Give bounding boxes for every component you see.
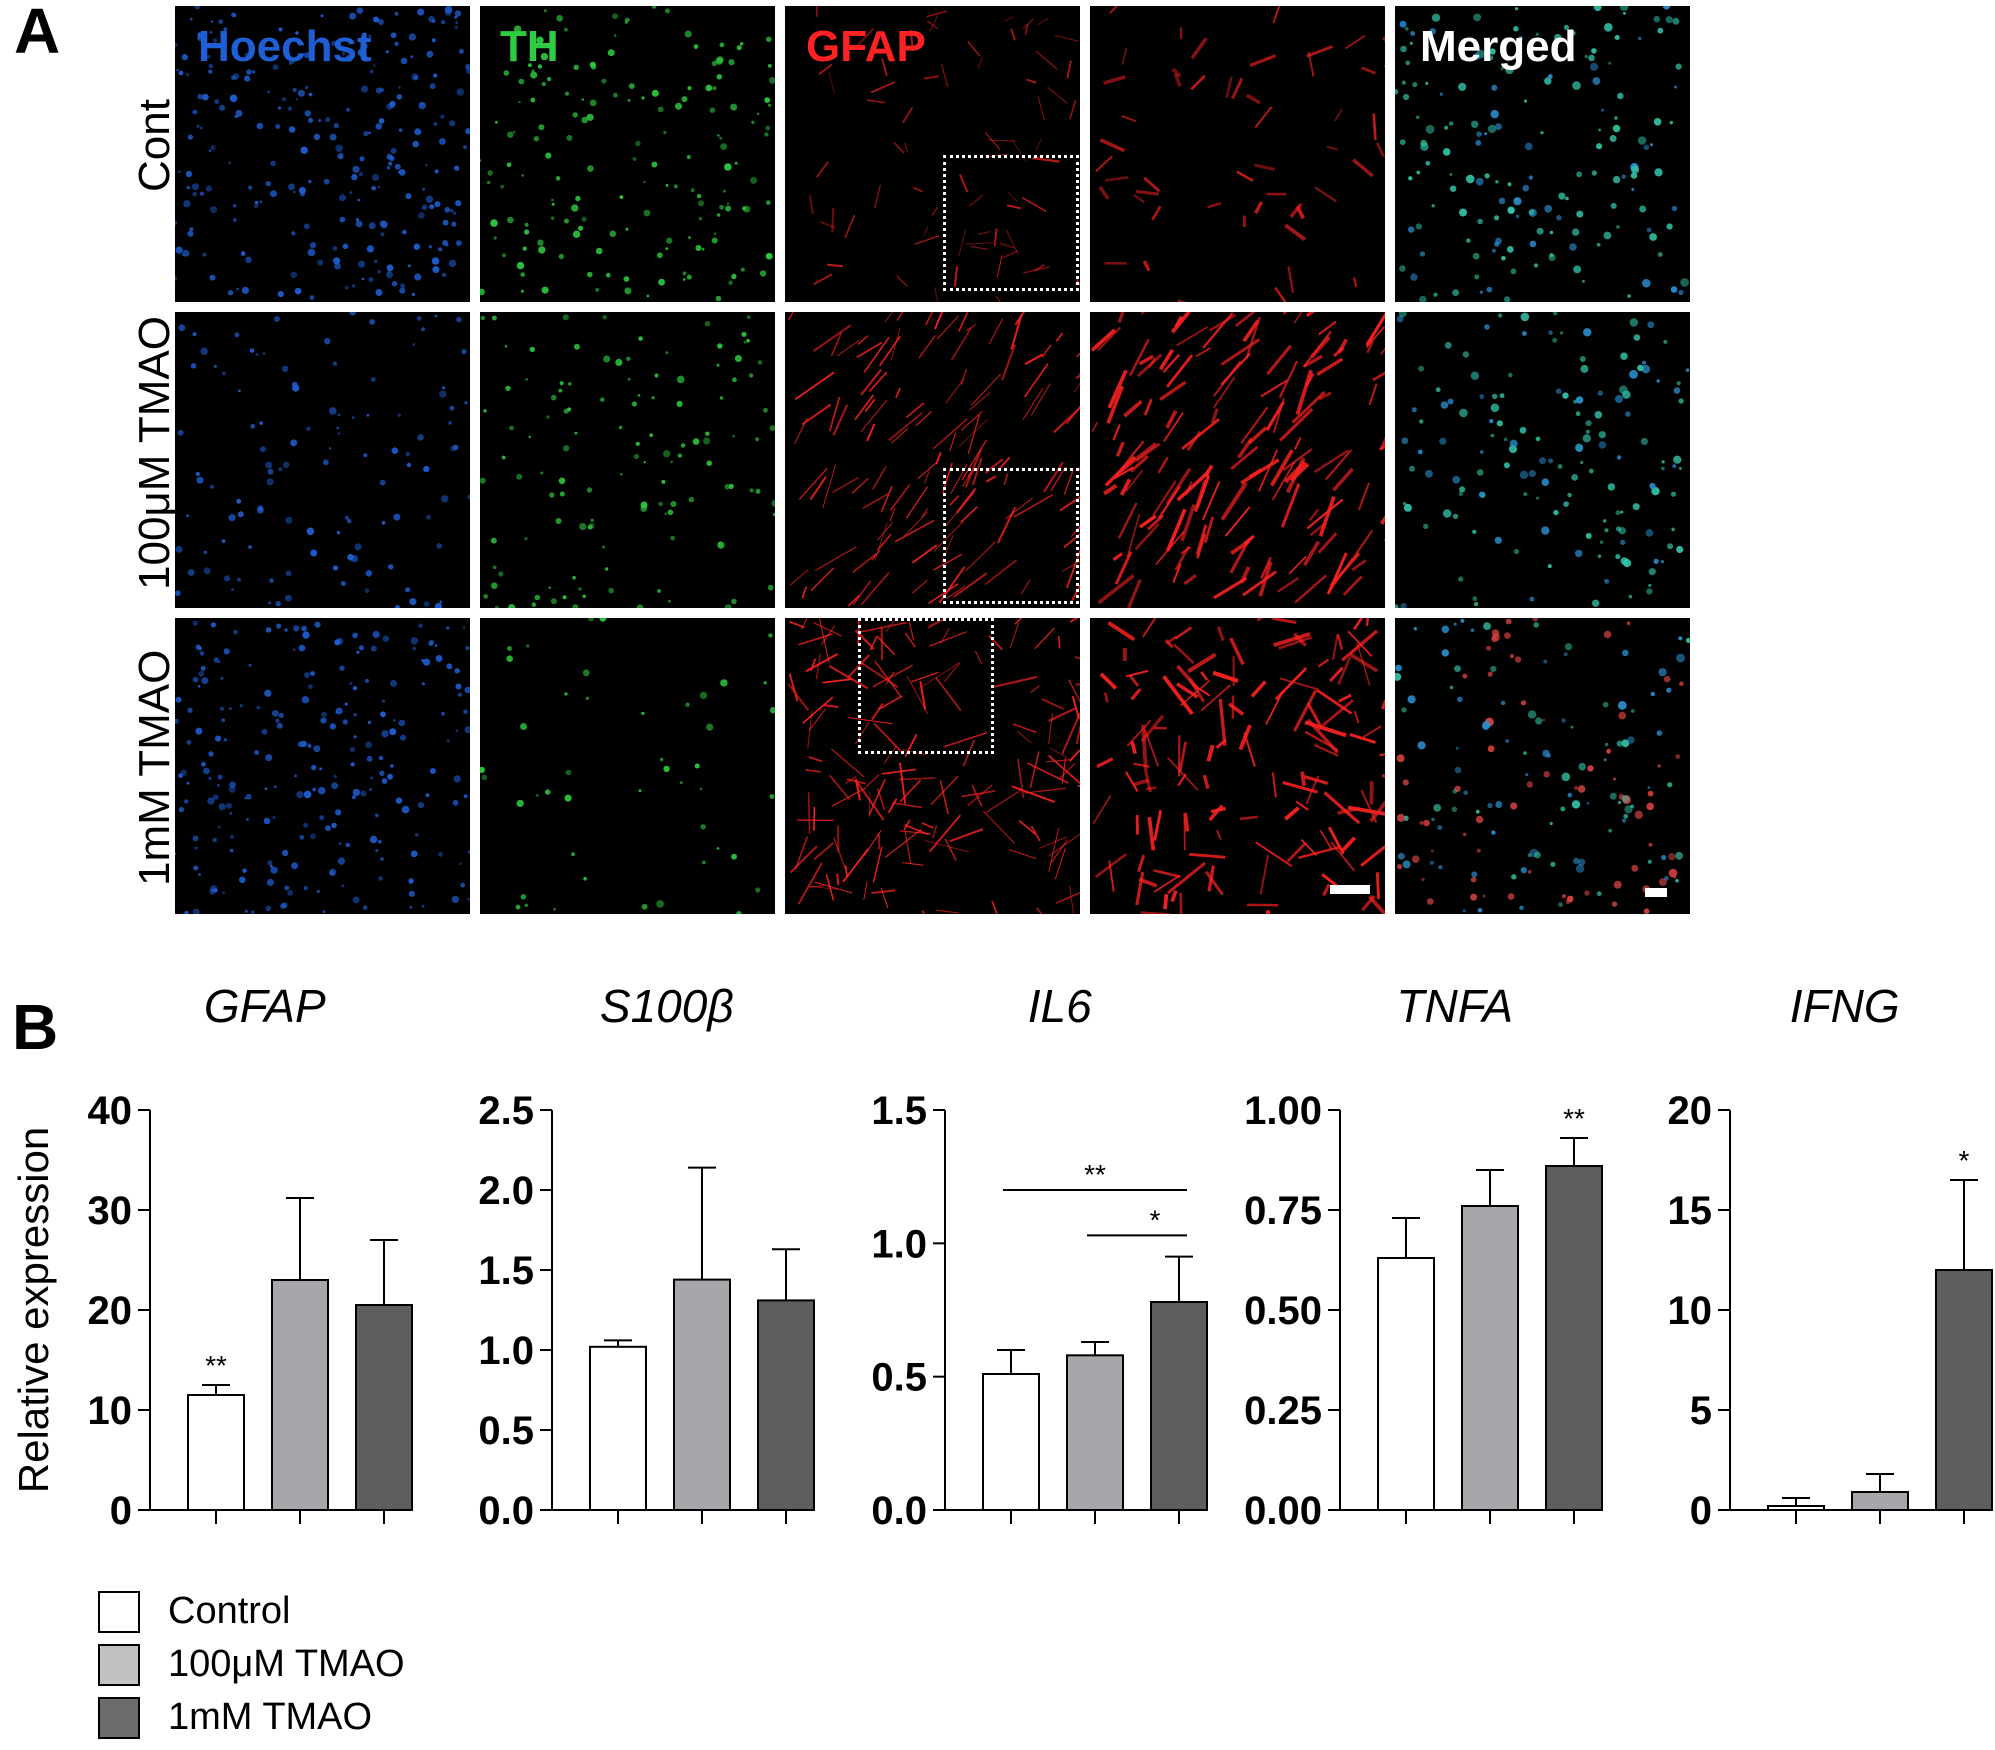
- y-tick-label: 0.5: [478, 1409, 534, 1453]
- legend-label: Control: [168, 1590, 291, 1632]
- y-tick-label: 2.0: [478, 1169, 534, 1213]
- channel-label-th: TH: [500, 22, 559, 71]
- row-label-cont: Cont: [130, 99, 179, 192]
- micro-tile-gfap-zoom-row3: [1090, 618, 1385, 914]
- micro-tile-th-row2: [480, 312, 775, 608]
- legend-label: 1mM TMAO: [168, 1696, 373, 1738]
- micro-tile-merged-row2: [1395, 312, 1690, 608]
- y-tick-label: 1.00: [1244, 1089, 1322, 1133]
- channel-label-merged: Merged: [1420, 22, 1577, 71]
- y-tick-label: 30: [88, 1189, 133, 1233]
- panel-a-letter: A: [14, 0, 61, 67]
- y-tick-label: 2.5: [478, 1089, 534, 1133]
- legend: Control 100μM TMAO 1mM TMAO: [98, 1585, 405, 1744]
- micro-tile-gfap-zoom-row2: [1090, 312, 1385, 608]
- y-tick-label: 0.50: [1244, 1289, 1322, 1333]
- micro-tile-th-row3: [480, 618, 775, 914]
- y-tick-label: 0.75: [1244, 1189, 1322, 1233]
- row-label-1mm-tmao: 1mM TMAO: [130, 649, 179, 886]
- micro-tile-hoechst-row3: [175, 618, 470, 914]
- micro-tile-gfap-row2: [785, 312, 1080, 608]
- bar-3: [355, 1304, 413, 1511]
- y-tick-label: 1.5: [478, 1249, 534, 1293]
- bar-3: [1150, 1301, 1208, 1511]
- bar-1: [1377, 1257, 1435, 1511]
- zoom-region-box: [943, 468, 1079, 604]
- bar-1: [982, 1373, 1040, 1511]
- micro-tile-th-row1: [480, 6, 775, 302]
- zoom-region-box: [858, 618, 994, 754]
- y-tick-label: 5: [1690, 1389, 1712, 1433]
- legend-item-1mm-tmao: 1mM TMAO: [98, 1691, 405, 1744]
- chart-title: IFNG: [1790, 980, 1900, 1032]
- legend-label: 100μM TMAO: [168, 1643, 405, 1685]
- bar-3: [757, 1299, 815, 1511]
- legend-swatch-control: [98, 1590, 140, 1633]
- bar-3: [1935, 1269, 1993, 1511]
- bar-2: [1066, 1354, 1124, 1512]
- chart-title: GFAP: [204, 980, 326, 1032]
- y-tick-label: 10: [88, 1389, 133, 1433]
- y-tick-label: 1.5: [871, 1089, 927, 1133]
- significance-label: *: [1959, 1145, 1970, 1176]
- bar-1: [187, 1394, 245, 1511]
- zoom-region-box: [943, 155, 1079, 291]
- y-tick-label: 0.0: [478, 1489, 534, 1533]
- y-tick-label: 15: [1668, 1189, 1713, 1233]
- legend-swatch-100um-tmao: [98, 1643, 140, 1686]
- micro-tile-hoechst-row2: [175, 312, 470, 608]
- significance-label: **: [1084, 1159, 1106, 1190]
- scale-bar: [1645, 888, 1667, 897]
- y-tick-label: 20: [88, 1289, 133, 1333]
- row-label-100um-tmao: 100μM TMAO: [130, 316, 179, 590]
- y-tick-label: 40: [88, 1089, 133, 1133]
- micro-tile-gfap-zoom-row1: [1090, 6, 1385, 302]
- bar-3: [1545, 1165, 1603, 1511]
- channel-label-gfap: GFAP: [806, 22, 926, 71]
- y-tick-label: 0.0: [871, 1489, 927, 1533]
- y-tick-label: 0.25: [1244, 1389, 1322, 1433]
- bar-1: [589, 1345, 647, 1511]
- y-axis-label: Relative expression: [10, 1127, 57, 1494]
- panel-b-letter: B: [12, 991, 59, 1063]
- micro-tile-merged-row3: [1395, 618, 1690, 914]
- bar-2: [1461, 1205, 1519, 1511]
- y-tick-label: 20: [1668, 1089, 1713, 1133]
- micro-tile-merged-row1: [1395, 6, 1690, 302]
- legend-item-control: Control: [98, 1585, 405, 1638]
- y-tick-label: 1.0: [478, 1329, 534, 1373]
- significance-label: **: [1563, 1103, 1585, 1134]
- y-tick-label: 0.5: [871, 1356, 927, 1400]
- bar-2: [673, 1278, 731, 1511]
- bar-2: [1851, 1491, 1909, 1511]
- chart-title: S100β: [600, 980, 734, 1032]
- y-tick-label: 10: [1668, 1289, 1713, 1333]
- legend-item-100um-tmao: 100μM TMAO: [98, 1638, 405, 1691]
- micro-tile-gfap-row1: [785, 6, 1080, 302]
- legend-swatch-1mm-tmao: [98, 1696, 140, 1739]
- scale-bar: [1330, 885, 1370, 894]
- channel-label-hoechst: Hoechst: [198, 22, 372, 71]
- chart-title: TNFA: [1396, 980, 1513, 1032]
- y-tick-label: 0.00: [1244, 1489, 1322, 1533]
- bar-2: [271, 1279, 329, 1511]
- y-tick-label: 0: [1690, 1489, 1712, 1533]
- significance-label: *: [1150, 1204, 1161, 1235]
- bar-1: [1767, 1505, 1825, 1511]
- chart-title: IL6: [1028, 980, 1092, 1032]
- micro-tile-hoechst-row1: [175, 6, 470, 302]
- y-tick-label: 0: [110, 1489, 132, 1533]
- micro-tile-gfap-row3: [785, 618, 1080, 914]
- significance-label: **: [205, 1350, 227, 1381]
- y-tick-label: 1.0: [871, 1222, 927, 1266]
